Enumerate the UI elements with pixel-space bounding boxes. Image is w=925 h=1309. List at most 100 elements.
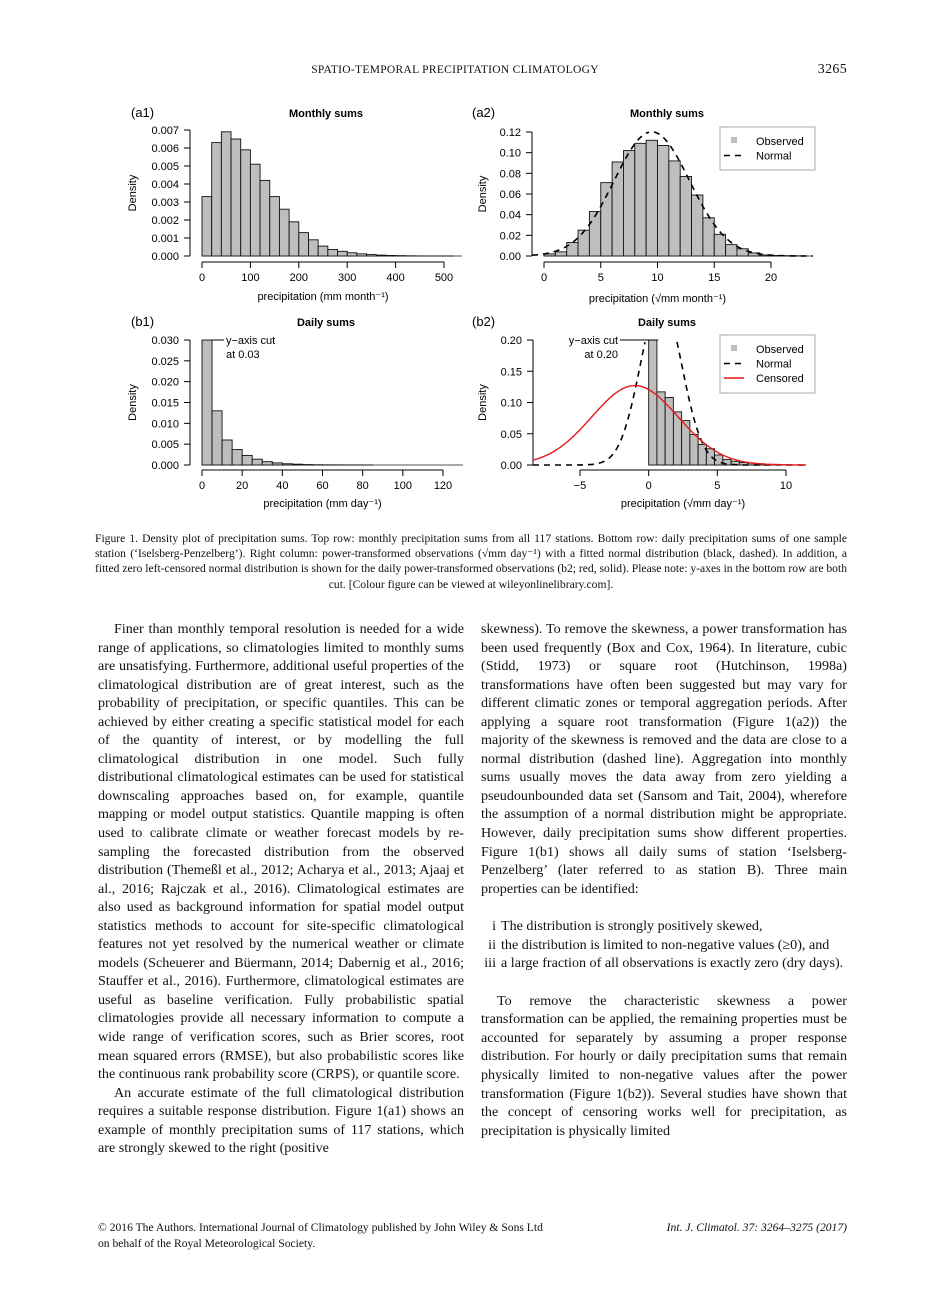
x-tick-label: 400 [386,272,404,284]
y-tick-label: 0.002 [151,215,179,227]
histogram-bar [356,253,368,257]
histogram-bar [689,433,699,466]
histogram-bar [679,175,693,257]
histogram-bar [645,139,658,257]
y-tick-label: 0.10 [500,148,521,160]
x-axis-label: precipitation (mm month⁻¹) [257,291,388,303]
chart-title: Monthly sums [630,108,704,120]
histogram-bar [656,391,666,466]
axis-cut-note: at 0.03 [226,349,260,361]
left-column: Finer than monthly temporal resolution i… [98,620,464,1158]
y-tick-label: 0.010 [151,418,179,430]
y-tick-label: 0.005 [151,439,179,451]
histogram-bar [634,142,647,257]
curve-normal [533,342,646,466]
histogram-bar [736,248,749,257]
y-axis-label: Density [127,384,139,421]
y-tick-label: 0.007 [151,125,179,137]
histogram-bar [725,244,738,257]
y-tick-label: 0.04 [500,210,521,222]
y-tick-label: 0.004 [151,179,179,191]
histogram-bar [271,462,283,466]
histogram-bar [648,339,658,466]
histogram-bar [251,458,263,466]
curve-normal [676,341,806,466]
x-tick-label: 10 [651,272,663,284]
histogram-bar [221,439,233,466]
figure-1: (a1) Monthly sums Density precipitation (mm… [127,105,816,510]
y-tick-label: 0.15 [501,366,522,378]
histogram-bar [366,254,377,257]
histogram-bar [220,131,232,257]
histogram-bar [554,251,568,257]
y-tick-label: 0.02 [500,230,521,242]
histogram-bar [327,249,338,257]
histogram-bar [385,255,397,257]
copyright-line-2: on behalf of the Royal Meteorological So… [98,1236,316,1250]
histogram-bar [201,339,213,466]
y-axis-label: Density [127,174,139,211]
y-axis-label: Density [477,384,489,421]
histogram-bar [211,410,223,466]
y-tick-label: 0.003 [151,197,179,209]
x-tick-label: 100 [394,480,412,492]
histogram-bar [691,194,704,257]
figure-caption: Figure 1. Density plot of precipitation … [95,532,847,591]
histogram-bar [249,163,261,257]
x-tick-label: 20 [236,480,248,492]
y-tick-label: 0.000 [151,251,179,263]
histogram-bar [269,196,280,257]
paragraph: skewness). To remove the skewness, a pow… [481,621,847,897]
x-tick-label: 10 [780,480,792,492]
y-tick-label: 0.10 [501,398,522,410]
x-axis-label: precipitation (mm day⁻¹) [263,498,381,510]
histogram-bar [697,443,707,466]
x-tick-label: 200 [290,272,308,284]
histogram-bar [346,252,358,257]
panel-label: (b2) [472,314,495,329]
histogram-bar [611,161,624,257]
histogram-bar [281,463,293,466]
histogram-bar [211,142,222,257]
properties-list: i The distribution is strongly positively… [481,917,847,973]
y-tick-label: 0.015 [151,398,179,410]
histogram-bar [201,196,213,257]
y-tick-label: 0.20 [501,335,522,347]
list-number: iii [484,955,496,972]
x-tick-label: 80 [357,480,369,492]
y-tick-label: 0.030 [151,335,179,347]
x-tick-label: 0 [199,480,205,492]
x-tick-label: 20 [765,272,777,284]
axis-cut-note: y−axis cut [226,335,275,347]
running-title: SPATIO-TEMPORAL PRECIPITATION CLIMATOLOG… [311,64,599,76]
curve-normal [531,131,650,256]
curve-censored [532,384,806,466]
histogram-bar [588,211,602,257]
legend-label: Normal [756,359,791,371]
y-tick-label: 0.08 [500,168,521,180]
panel-label: (a1) [131,105,154,120]
histogram-bar [288,221,300,257]
copyright-line: © 2016 The Authors. International Journa… [98,1221,543,1234]
y-tick-label: 0.025 [151,356,179,368]
histogram-bar [317,245,329,257]
panel-label: (b1) [131,314,154,329]
histogram-bar [713,233,727,257]
y-tick-label: 0.12 [500,127,521,139]
legend-box [719,334,816,394]
histogram-bar [261,461,273,466]
legend-label: Observed [756,344,804,356]
x-tick-label: 120 [434,480,452,492]
x-tick-label: 500 [435,272,453,284]
histogram-bar [308,239,319,257]
chart-title: Monthly sums [289,108,363,120]
y-tick-label: 0.001 [151,233,179,245]
y-tick-label: 0.005 [151,161,179,173]
y-tick-label: 0.06 [500,189,521,201]
list-text: The distribution is strongly positively … [501,918,763,935]
y-tick-label: 0.05 [501,429,522,441]
list-number: i [492,918,496,935]
x-tick-label: 0 [541,272,547,284]
histogram-bar [231,449,243,466]
